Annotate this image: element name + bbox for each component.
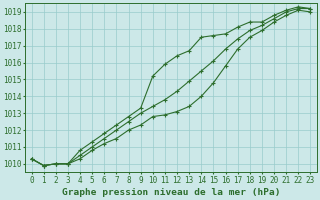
X-axis label: Graphe pression niveau de la mer (hPa): Graphe pression niveau de la mer (hPa)	[62, 188, 280, 197]
